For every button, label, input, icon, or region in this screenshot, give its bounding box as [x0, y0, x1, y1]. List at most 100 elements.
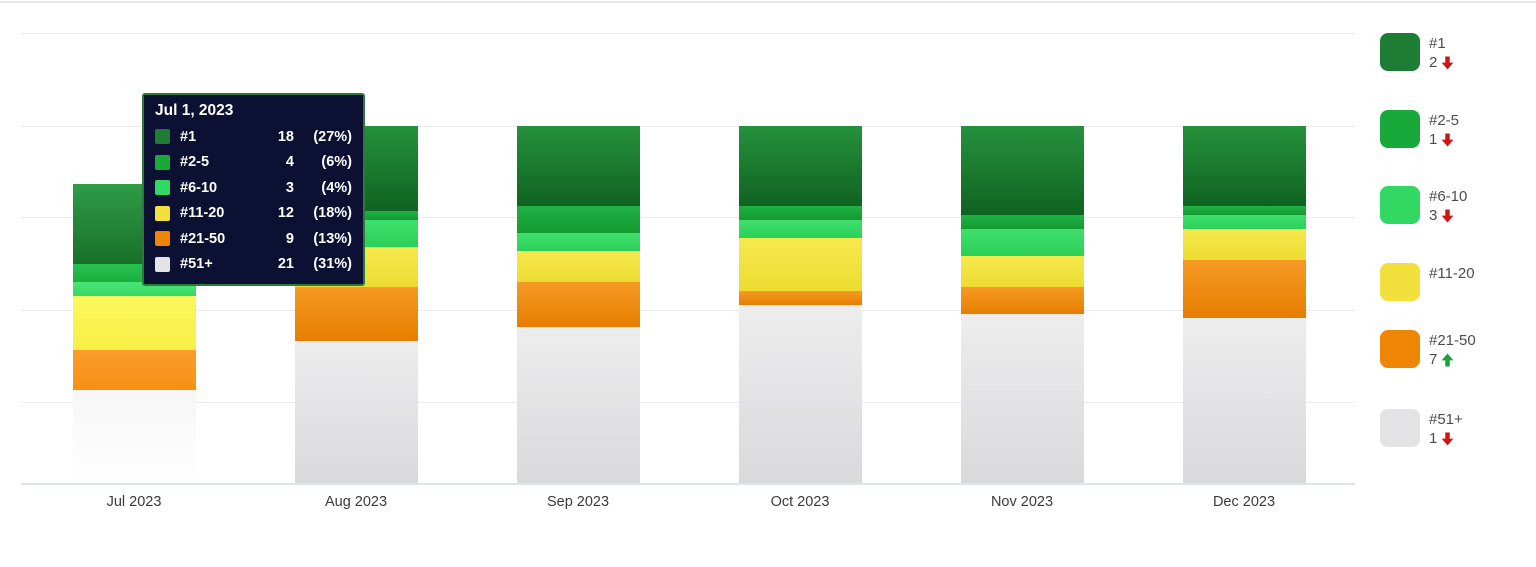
tooltip-series-value: 4 [285, 154, 294, 171]
bar-segment-rank-1[interactable] [516, 125, 640, 207]
bar-segment-rank-51+[interactable] [738, 304, 862, 484]
tooltip-series-label: #11-20 [180, 205, 225, 222]
tooltip-series-percent: (31%) [313, 256, 352, 273]
tooltip-row: #21-50 9 (13%) [155, 226, 352, 252]
tooltip-series-label: #1 [180, 128, 197, 145]
tooltip-series-swatch [155, 129, 170, 145]
legend-swatch [1380, 33, 1420, 71]
bar-segment-rank-6-10[interactable] [1182, 215, 1306, 229]
legend-text: #2-5 1 [1429, 110, 1459, 149]
stacked-bar-sep-2023[interactable] [516, 125, 640, 484]
bar-segment-rank-51+[interactable] [516, 327, 640, 484]
legend-swatch [1380, 330, 1420, 368]
tooltip-series-value: 12 [277, 205, 294, 222]
bar-segment-rank-6-10[interactable] [738, 219, 862, 238]
tooltip-series-value: 18 [277, 128, 294, 145]
down-arrow-icon [1441, 209, 1454, 222]
legend-change-value: 3 [1429, 207, 1438, 224]
tooltip-date-title: Jul 1, 2023 [155, 102, 234, 119]
tooltip-rows: #1 18 (27%) #2-5 4 (6%) #6-10 3 (4%) #11-20 12 (18%… [155, 124, 352, 277]
bar-segment-rank-21-50[interactable] [1182, 259, 1306, 319]
up-arrow-icon [1441, 353, 1454, 366]
legend-item-rank-11-20[interactable]: #11-20 [1380, 263, 1475, 301]
legend-change-value: 1 [1429, 430, 1438, 447]
down-arrow-icon [1441, 56, 1454, 69]
bar-segment-rank-6-10[interactable] [516, 233, 640, 251]
gridline [21, 217, 1355, 218]
down-arrow-icon [1441, 133, 1454, 146]
bar-segment-rank-11-20[interactable] [738, 237, 862, 292]
stacked-bar-nov-2023[interactable] [960, 125, 1084, 484]
legend-item-rank-21-50[interactable]: #21-50 7 [1380, 330, 1476, 369]
bar-segment-rank-2-5[interactable] [960, 215, 1084, 229]
bar-segment-rank-51+[interactable] [1182, 318, 1306, 484]
bar-segment-rank-11-20[interactable] [1182, 228, 1306, 260]
legend-label: #51+ [1429, 411, 1463, 428]
tooltip-row: #1 18 (27%) [155, 124, 352, 150]
tooltip-row: #2-5 4 (6%) [155, 150, 352, 176]
bar-segment-rank-21-50[interactable] [516, 282, 640, 328]
bar-segment-rank-51+[interactable] [294, 340, 418, 484]
bar-segment-rank-1[interactable] [960, 125, 1084, 216]
bar-segment-rank-6-10[interactable] [960, 228, 1084, 256]
bar-segment-rank-2-5[interactable] [1182, 206, 1306, 216]
legend-swatch [1380, 263, 1420, 301]
x-axis-line [21, 483, 1355, 485]
legend-change-indicator: 7 [1429, 350, 1476, 369]
bar-segment-rank-21-50[interactable] [72, 349, 196, 390]
bar-segment-rank-11-20[interactable] [72, 295, 196, 350]
tooltip-series-percent: (6%) [321, 154, 352, 171]
tooltip-series-swatch [155, 180, 170, 196]
legend-change-indicator: 1 [1429, 429, 1463, 448]
tooltip-series-percent: (18%) [313, 205, 352, 222]
tooltip-series-label: #51+ [180, 256, 213, 273]
bar-segment-rank-11-20[interactable] [960, 255, 1084, 287]
tooltip-row: #6-10 3 (4%) [155, 175, 352, 201]
legend-item-rank-1[interactable]: #1 2 [1380, 33, 1454, 72]
bar-segment-rank-51+[interactable] [960, 313, 1084, 484]
stacked-bar-dec-2023[interactable] [1182, 125, 1306, 484]
bar-segment-rank-11-20[interactable] [516, 251, 640, 283]
bar-segment-rank-21-50[interactable] [738, 291, 862, 305]
bar-segment-rank-2-5[interactable] [738, 206, 862, 220]
stacked-bar-oct-2023[interactable] [738, 125, 862, 484]
bar-segment-rank-21-50[interactable] [294, 286, 418, 341]
legend-swatch [1380, 186, 1420, 224]
tooltip-series-swatch [155, 205, 170, 221]
legend-item-rank-51+[interactable]: #51+ 1 [1380, 409, 1463, 448]
tooltip-row: #11-20 12 (18%) [155, 201, 352, 227]
x-axis-label: Nov 2023 [990, 494, 1054, 510]
bar-segment-rank-1[interactable] [1182, 125, 1306, 207]
legend-label: #1 [1429, 35, 1446, 52]
legend-change-value: 7 [1429, 351, 1438, 368]
tooltip-series-label: #21-50 [180, 230, 226, 247]
tooltip-series-value: 9 [285, 230, 294, 247]
legend-label: #6-10 [1429, 188, 1468, 205]
x-axis-label: Sep 2023 [546, 494, 610, 510]
legend-swatch [1380, 409, 1420, 447]
tooltip-series-label: #6-10 [180, 179, 218, 196]
tooltip-series-percent: (27%) [313, 128, 352, 145]
x-axis-label: Jul 2023 [106, 494, 162, 510]
legend-change-indicator: 3 [1429, 206, 1467, 225]
legend-text: #6-10 3 [1429, 186, 1467, 225]
down-arrow-icon [1441, 432, 1454, 445]
legend-swatch [1380, 110, 1420, 148]
bar-segment-rank-51+[interactable] [72, 389, 196, 484]
gridline [21, 402, 1355, 403]
bar-segment-rank-1[interactable] [738, 125, 862, 207]
legend-label: #2-5 [1429, 112, 1460, 129]
bar-segment-rank-21-50[interactable] [960, 286, 1084, 314]
tooltip-series-swatch [155, 231, 170, 247]
tooltip-series-percent: (4%) [321, 179, 352, 196]
gridline [21, 126, 1355, 127]
tooltip-series-label: #2-5 [180, 154, 210, 171]
legend-item-rank-6-10[interactable]: #6-10 3 [1380, 186, 1467, 225]
x-axis-label: Aug 2023 [324, 494, 388, 510]
tooltip-series-swatch [155, 154, 170, 170]
gridline [21, 33, 1355, 34]
x-axis-label: Oct 2023 [770, 494, 830, 510]
bar-segment-rank-2-5[interactable] [516, 206, 640, 234]
legend-change-value: 1 [1429, 131, 1438, 148]
legend-item-rank-2-5[interactable]: #2-5 1 [1380, 110, 1459, 149]
